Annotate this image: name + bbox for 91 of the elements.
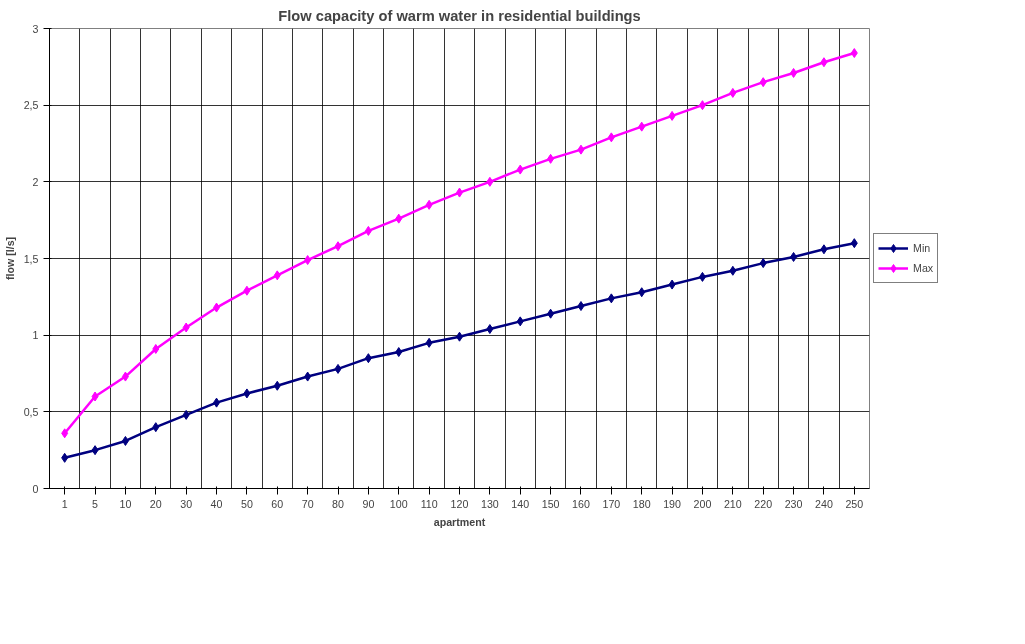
point (638, 121, 646, 132)
x-tick-label: 20 (149, 497, 162, 510)
y-tick-label: 0,5 (23, 405, 39, 418)
point (516, 164, 524, 175)
x-tick-label: 80 (332, 497, 345, 510)
point (547, 308, 555, 319)
x-tick-label: 210 (723, 497, 742, 510)
x-tick-label: 250 (845, 497, 864, 510)
point (121, 435, 129, 446)
y-tick-label: 2 (32, 175, 39, 188)
x-tick-label: 170 (602, 497, 621, 510)
point (607, 293, 615, 304)
point (547, 153, 555, 164)
point (61, 452, 69, 463)
point (334, 241, 342, 252)
point (668, 279, 676, 290)
x-axis-title: apartment (433, 515, 486, 528)
x-tick-label: 180 (632, 497, 651, 510)
point (213, 302, 221, 313)
y-axis-title: flow [l/s] (3, 236, 16, 281)
x-tick-label: 40 (210, 497, 223, 510)
point (820, 244, 828, 255)
point (607, 132, 615, 143)
point (425, 337, 433, 348)
point (668, 110, 676, 121)
point (698, 100, 706, 111)
point (152, 343, 160, 354)
x-tick-label: 240 (815, 497, 833, 510)
x-tick-label: 110 (420, 497, 438, 510)
x-tick-label: 140 (511, 497, 530, 510)
y-tick-label: 1 (32, 329, 39, 342)
x-tick-label: 70 (301, 497, 314, 510)
point (577, 301, 585, 312)
x-tick-label: 50 (240, 497, 253, 510)
point (364, 353, 372, 364)
legend-label: Min (913, 242, 932, 254)
point (729, 265, 737, 276)
x-tick-label: 200 (693, 497, 712, 510)
x-tick-label: 10 (119, 497, 132, 510)
point (729, 87, 737, 98)
chart-title: Flow capacity of warm water in residential buildings (278, 7, 641, 24)
point (759, 258, 767, 269)
point (304, 371, 312, 382)
point (486, 324, 494, 335)
point (243, 285, 251, 296)
point (152, 422, 160, 433)
point (364, 225, 372, 236)
point (759, 77, 767, 88)
x-tick-label: 150 (541, 497, 560, 510)
point (273, 270, 281, 281)
point (91, 445, 99, 456)
x-tick-label: 100 (389, 497, 408, 510)
point (486, 176, 494, 187)
point (273, 380, 281, 391)
point (577, 144, 585, 155)
legend-label: Max (913, 262, 934, 274)
point (425, 199, 433, 210)
y-tick-label: 3 (32, 22, 39, 35)
point (395, 213, 403, 224)
point (790, 251, 798, 262)
y-tick-label: 1,5 (23, 252, 39, 265)
x-tick-label: 30 (180, 497, 193, 510)
point (243, 388, 251, 399)
point (820, 57, 828, 68)
y-tick-label: 0 (32, 482, 39, 495)
x-tick-label: 90 (362, 497, 375, 510)
point (516, 316, 524, 327)
point (395, 347, 403, 358)
x-tick-label: 230 (784, 497, 803, 510)
x-tick-label: 220 (754, 497, 773, 510)
point (790, 67, 798, 78)
point (850, 48, 858, 59)
point (304, 255, 312, 266)
x-tick-label: 60 (271, 497, 284, 510)
point (121, 371, 129, 382)
point (698, 271, 706, 282)
point (91, 391, 99, 402)
x-tick-label: 120 (450, 497, 469, 510)
x-tick-label: 1 (61, 497, 68, 510)
y-tick-label: 2,5 (23, 99, 39, 112)
point (182, 409, 190, 420)
point (638, 287, 646, 298)
x-tick-label: 190 (663, 497, 682, 510)
point (213, 397, 221, 408)
point (334, 363, 342, 374)
x-tick-label: 130 (480, 497, 499, 510)
point (61, 428, 69, 439)
x-tick-label: 160 (572, 497, 590, 510)
x-tick-label: 5 (92, 497, 99, 510)
point (850, 238, 858, 249)
point (182, 322, 190, 333)
